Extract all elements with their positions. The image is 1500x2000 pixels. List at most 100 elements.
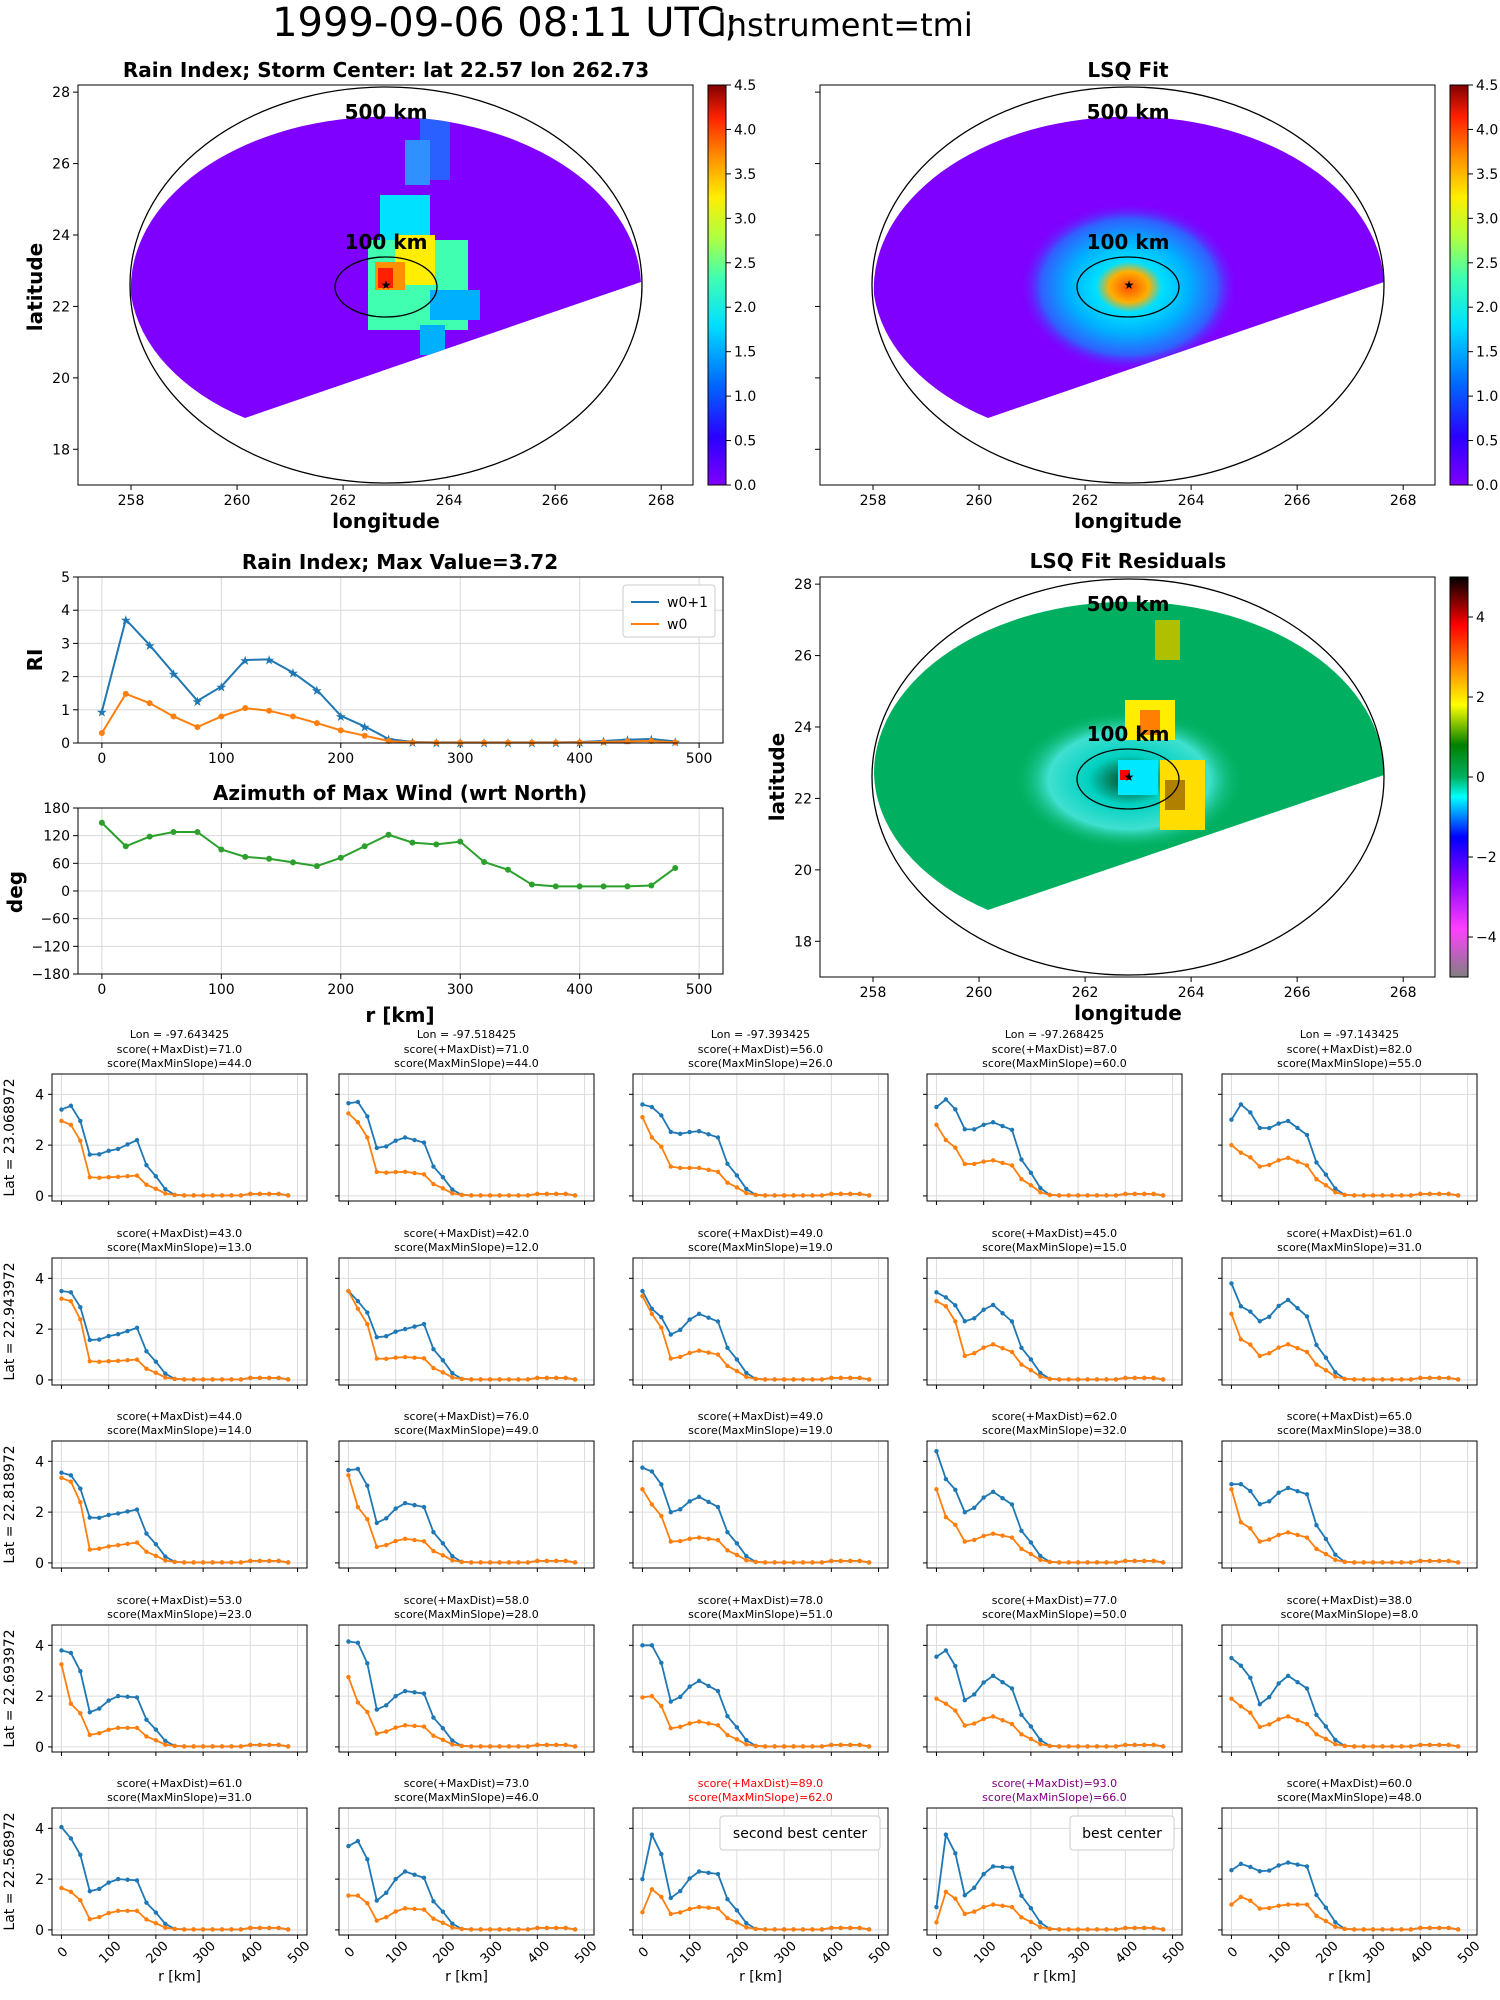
panel-series-point <box>744 1742 749 1747</box>
panel-series-point <box>1047 1743 1052 1749</box>
panel-frame <box>1221 1440 1478 1569</box>
panel-series-point <box>734 1552 740 1558</box>
panel-y-tick-label: 0 <box>35 1923 44 1939</box>
panel-series-point <box>487 1560 493 1565</box>
candidate-panel: Lon = -97.143425 score(+MaxDist)=82.0scor… <box>1218 1028 1478 1205</box>
panel-y-tick-label: 4 <box>35 1638 44 1654</box>
candidate-panel: score(+MaxDist)=49.0score(MaxMinSlope)=1… <box>629 1410 889 1572</box>
panel-series-point <box>990 1714 996 1719</box>
resid-map-ylabel: latitude <box>765 733 789 821</box>
rain-map-title: Rain Index; Storm Center: lat 22.57 lon … <box>123 58 649 82</box>
panel-series-point <box>59 1470 64 1475</box>
series-point <box>505 866 511 873</box>
panel-series-point <box>1132 1191 1137 1197</box>
panel-series-point <box>1238 1894 1244 1900</box>
panel-series-point <box>1132 1925 1137 1931</box>
panel-frame <box>926 1440 1183 1569</box>
colorbar-tick-label: 1.5 <box>1476 345 1498 361</box>
panel-score-slope: score(MaxMinSlope)=19.0 <box>688 1424 833 1437</box>
panel-series-point <box>1123 1742 1128 1748</box>
candidate-panel: score(+MaxDist)=60.0score(MaxMinSlope)=4… <box>1218 1777 1483 1985</box>
panel-score-slope: score(MaxMinSlope)=31.0 <box>1277 1241 1422 1254</box>
panel-series-point <box>402 1326 408 1332</box>
series-point <box>361 732 368 739</box>
panel-series-point <box>1085 1744 1090 1749</box>
panel-series-point <box>857 1558 862 1564</box>
ri-chart-ylabel: RI <box>23 649 47 672</box>
series-point <box>552 883 559 890</box>
panel-series-point <box>1019 1893 1024 1898</box>
panel-series-point <box>1370 1193 1376 1198</box>
x-tick-label: 262 <box>1072 493 1099 509</box>
panel-series-point <box>640 1114 645 1120</box>
panel-series-point <box>115 1725 121 1731</box>
panel-series-point <box>106 1358 111 1364</box>
colorbar-tick-label: 2.0 <box>734 300 756 316</box>
panel-series-point <box>1038 1370 1043 1376</box>
panel-score-maxdist: score(+MaxDist)=49.0 <box>698 1410 823 1423</box>
panel-series-point <box>516 1377 521 1382</box>
candidate-panel: score(+MaxDist)=45.0score(MaxMinSlope)=1… <box>923 1227 1183 1389</box>
panel-series-point <box>781 1377 787 1382</box>
panel-y-tick-label: 2 <box>35 1689 44 1705</box>
panel-series-point <box>715 1319 721 1324</box>
panel-series-point <box>1295 1718 1300 1723</box>
series-point <box>290 859 296 866</box>
panel-score-maxdist: score(+MaxDist)=38.0 <box>1287 1594 1412 1607</box>
panel-series-point <box>267 1925 272 1931</box>
panel-score-maxdist: score(+MaxDist)=44.0 <box>117 1410 242 1423</box>
panel-series-point <box>962 1539 967 1544</box>
panel-series-point <box>934 1654 939 1659</box>
panel-series-point <box>153 1174 159 1179</box>
panel-series-point <box>800 1744 806 1749</box>
panel-series-point <box>59 1296 64 1301</box>
panel-series-point <box>1238 1337 1244 1342</box>
panel-series-point <box>848 1742 853 1748</box>
panel-series-point <box>365 1901 370 1906</box>
panel-series-point <box>59 1107 64 1112</box>
panel-series-point <box>668 1895 673 1901</box>
x-tick-label: 266 <box>1284 985 1311 1001</box>
rain-map-ylabel: latitude <box>23 243 47 331</box>
panel-series-point <box>163 1187 168 1192</box>
panel-series-point <box>238 1744 244 1749</box>
panel-y-tick-label: 4 <box>35 1821 44 1837</box>
panel-series-point <box>516 1560 521 1565</box>
candidate-panel: score(+MaxDist)=58.0score(MaxMinSlope)=2… <box>335 1594 595 1756</box>
panel-series-point <box>219 1927 225 1932</box>
panel-series-point <box>1342 1376 1347 1382</box>
panel-series-point <box>87 1917 92 1922</box>
panel-series-point <box>981 1495 986 1500</box>
panel-series-point <box>257 1925 262 1931</box>
panel-series-point <box>229 1560 234 1565</box>
panel-series-point <box>1455 1193 1461 1198</box>
panel-series-point <box>1314 1176 1319 1182</box>
panel-series-point <box>1000 1718 1005 1723</box>
panel-series-point <box>1267 1537 1272 1542</box>
panel-score-maxdist: score(+MaxDist)=61.0 <box>117 1777 242 1790</box>
panel-series-point <box>59 1885 64 1891</box>
panel-row-lat-label: Lat = 22.693972 <box>2 1629 18 1747</box>
panel-series-point <box>1238 1102 1244 1107</box>
panel-series-point <box>144 1349 149 1354</box>
panel-series-point <box>678 1538 683 1544</box>
panel-series-point <box>1295 1862 1300 1867</box>
rain-map-ring-500-label: 500 km <box>345 100 428 124</box>
panel-series-point <box>687 1876 692 1881</box>
panel-series-point <box>1295 1305 1300 1311</box>
panel-series-point <box>1276 1345 1281 1350</box>
panel-series-point <box>144 1734 149 1739</box>
panel-series-point <box>1132 1742 1137 1748</box>
panel-series-point <box>421 1724 427 1729</box>
resid-map-ring-500-label: 500 km <box>1087 592 1170 616</box>
panel-series-point <box>800 1560 806 1565</box>
resid-map-title: LSQ Fit Residuals <box>1030 549 1227 573</box>
resid-map-storm-center-marker: ★ <box>1124 770 1135 784</box>
x-tick-label: 258 <box>860 985 887 1001</box>
candidate-panel: score(+MaxDist)=76.0score(MaxMinSlope)=4… <box>335 1410 595 1572</box>
panel-x-tick-label: 300 <box>772 1939 800 1967</box>
panel-frame <box>51 1807 308 1936</box>
series-point <box>624 883 631 890</box>
panel-series-point <box>1142 1191 1147 1197</box>
panel-series-point <box>1257 1724 1262 1730</box>
